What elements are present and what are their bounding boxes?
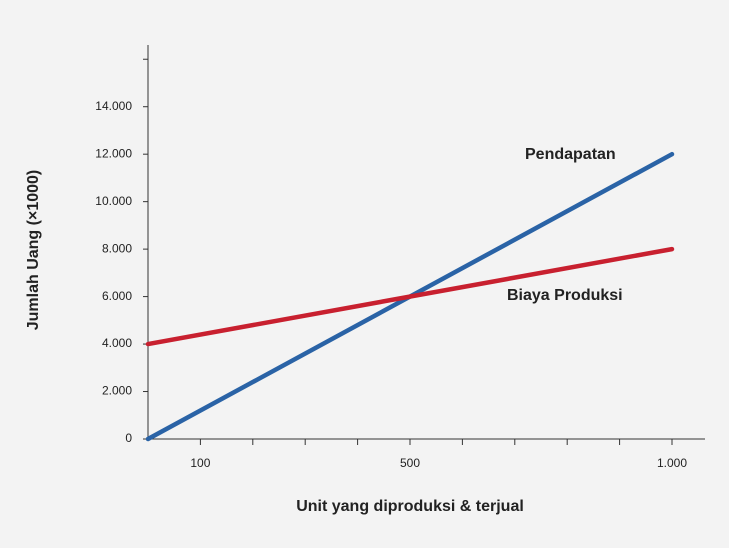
y-tick-label: 0: [125, 431, 132, 445]
x-tick-label: 1.000: [657, 456, 687, 470]
y-tick-label: 4.000: [102, 336, 132, 350]
y-tick-label: 6.000: [102, 289, 132, 303]
y-tick-label: 14.000: [95, 99, 132, 113]
x-tick-label: 500: [400, 456, 420, 470]
series-label: Pendapatan: [525, 146, 616, 163]
y-tick-label: 2.000: [102, 384, 132, 398]
y-tick-label: 8.000: [102, 241, 132, 255]
series-line: [145, 246, 675, 347]
y-tick-label: 12.000: [95, 146, 132, 160]
y-tick-label: 10.000: [95, 194, 132, 208]
y-axis-title: Jumlah Uang (×1000): [25, 170, 42, 331]
series-label: Biaya Produksi: [507, 287, 623, 304]
x-axis-title: Unit yang diproduksi & terjual: [296, 498, 524, 515]
x-tick-label: 100: [190, 456, 210, 470]
